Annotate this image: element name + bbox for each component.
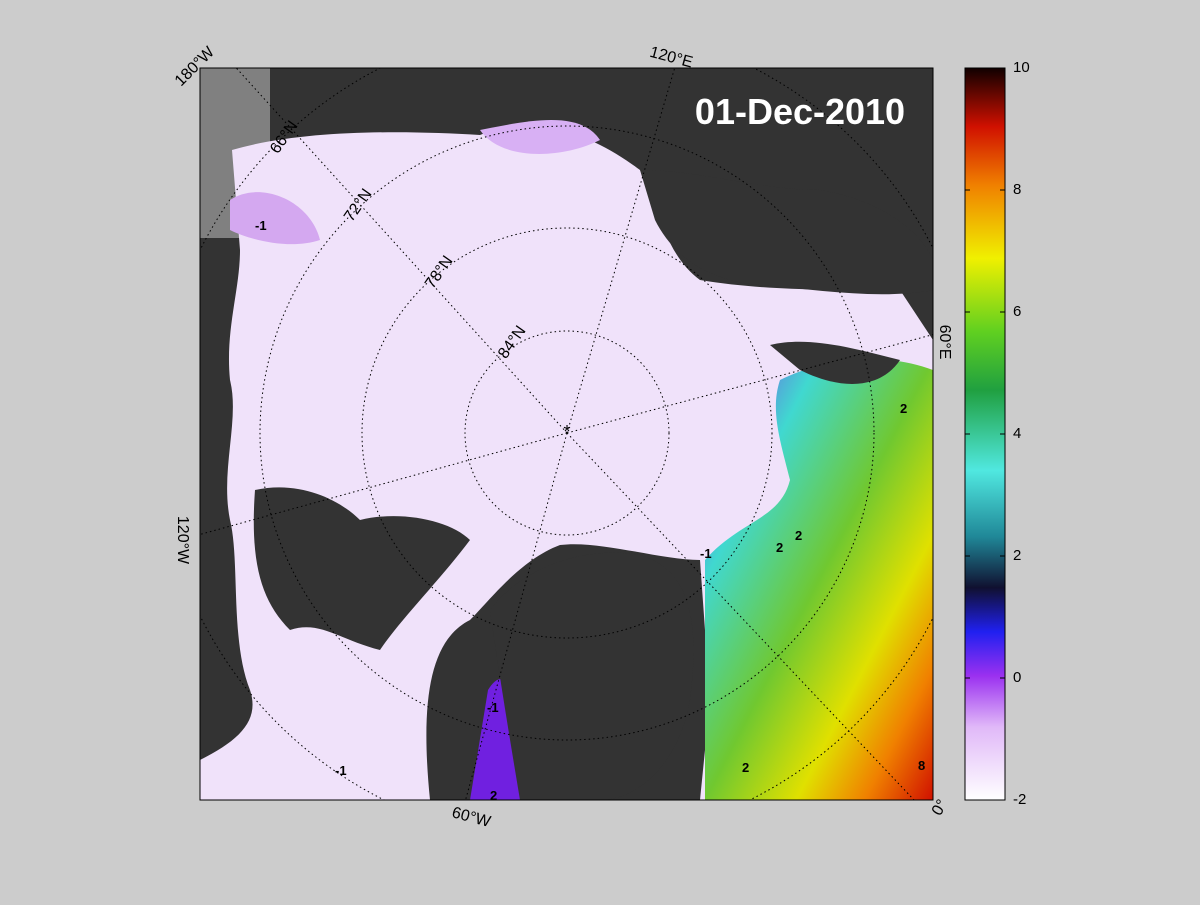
colorbar-tick-label: 6 bbox=[1013, 303, 1021, 320]
colorbar-axis: -2 0 2 4 6 8 10 bbox=[965, 59, 1030, 808]
longitude-label: 60°E bbox=[936, 325, 953, 360]
contour-label: -1 bbox=[700, 546, 712, 561]
map-frame bbox=[199, 67, 934, 801]
contour-label: 2 bbox=[742, 760, 749, 775]
archipelago bbox=[253, 487, 470, 650]
map-area: * bbox=[200, 68, 933, 800]
colorbar-tick-label: 4 bbox=[1013, 425, 1021, 442]
longitude-label: 120°W bbox=[174, 516, 191, 565]
latitude-circle bbox=[361, 227, 773, 639]
contour-label: 2 bbox=[900, 401, 907, 416]
contour-label: 8 bbox=[918, 758, 925, 773]
contour-label: -1 bbox=[487, 700, 499, 715]
colorbar-tick-label: -2 bbox=[1013, 791, 1026, 808]
warm-patch bbox=[230, 192, 320, 245]
colorbar-tick-label: 0 bbox=[1013, 669, 1021, 686]
siberia bbox=[640, 170, 933, 295]
longitude-label: 0° bbox=[929, 797, 951, 819]
contour-label: -1 bbox=[335, 763, 347, 778]
colorbar-tick-label: 10 bbox=[1013, 59, 1030, 76]
date-label: 01-Dec-2010 bbox=[695, 91, 905, 132]
contour-label: 2 bbox=[795, 528, 802, 543]
pole-marker: * bbox=[563, 422, 570, 442]
meridian bbox=[235, 68, 568, 434]
warm-patch bbox=[480, 120, 600, 154]
latitude-circle bbox=[259, 125, 875, 741]
contour-label: 2 bbox=[776, 540, 783, 555]
meridian bbox=[566, 432, 915, 800]
colorbar bbox=[964, 67, 1006, 801]
longitude-label: 60°W bbox=[450, 804, 493, 831]
latitude-circle bbox=[464, 330, 670, 536]
greenland bbox=[490, 552, 694, 800]
meridian bbox=[566, 334, 933, 434]
colorbar-tick-label: 2 bbox=[1013, 547, 1021, 564]
colorbar-tick-label: 8 bbox=[1013, 181, 1021, 198]
graticule bbox=[200, 68, 933, 800]
longitude-label: 120°E bbox=[648, 44, 695, 72]
contour-label: -1 bbox=[255, 218, 267, 233]
atlantic-warm-water bbox=[705, 359, 933, 800]
contour-label: 2 bbox=[490, 788, 497, 803]
